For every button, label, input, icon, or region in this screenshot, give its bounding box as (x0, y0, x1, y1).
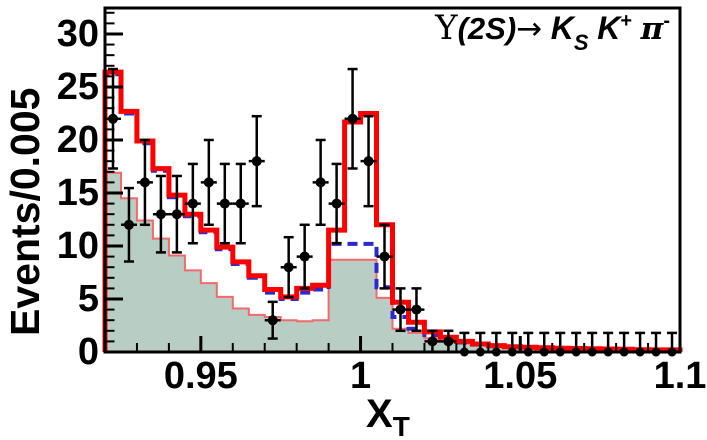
data-point (232, 162, 249, 245)
data-marker (139, 177, 150, 188)
data-marker (555, 347, 565, 357)
data-marker (219, 198, 230, 209)
decay-arrow: → (516, 11, 543, 47)
data-marker (507, 347, 517, 357)
data-marker (155, 209, 166, 220)
data-marker (347, 113, 358, 124)
data-marker (203, 177, 214, 188)
data-point (440, 329, 457, 352)
y-tick-label: 25 (56, 65, 99, 108)
data-point (539, 331, 550, 357)
data-marker (379, 251, 390, 262)
resonance-label: (2S) (457, 11, 517, 46)
data-marker (635, 347, 645, 357)
data-marker (171, 209, 182, 220)
data-marker (235, 198, 246, 209)
y-tick-label: 30 (56, 12, 99, 55)
data-point (408, 287, 425, 333)
data-marker (283, 262, 294, 273)
data-marker (411, 304, 422, 315)
data-point (555, 331, 566, 357)
data-point (344, 67, 361, 170)
x-tick-label: 1 (349, 355, 372, 397)
data-marker (299, 251, 310, 262)
data-marker (539, 347, 549, 357)
data-point (328, 162, 345, 245)
kshort-subscript: S (573, 30, 589, 55)
data-point (507, 331, 518, 357)
data-point (475, 331, 486, 357)
data-point (184, 162, 201, 245)
data-point (459, 331, 470, 357)
data-marker (571, 347, 581, 357)
x-tick-label: 1.1 (653, 355, 707, 397)
y-tick-label: 10 (56, 224, 99, 267)
data-marker (523, 347, 533, 357)
data-point (603, 331, 614, 357)
pion-superscript: - (663, 10, 670, 32)
data-point (264, 300, 281, 340)
data-point (105, 67, 121, 170)
data-point (168, 174, 185, 254)
data-marker (395, 304, 406, 315)
data-marker (251, 156, 262, 167)
data-marker (315, 177, 326, 188)
data-point (152, 174, 169, 254)
data-marker (123, 219, 134, 230)
data-marker (667, 347, 677, 357)
data-point (120, 186, 137, 263)
data-marker (459, 347, 469, 357)
data-point (571, 331, 582, 357)
y-tick-label: 5 (77, 277, 99, 320)
x-axis-title-subscript: T (392, 411, 410, 440)
data-marker (651, 347, 661, 357)
data-point (491, 331, 502, 357)
data-marker (267, 315, 278, 326)
data-point (523, 331, 534, 357)
kplus-superscript: + (620, 10, 632, 32)
data-point (280, 235, 297, 299)
data-marker (427, 336, 438, 347)
data-point (667, 331, 678, 357)
plot-title: Υ(2S)→ KS K+ π- (340, 8, 670, 55)
x-tick-label: 1.05 (483, 355, 558, 397)
data-marker (603, 347, 613, 357)
data-point (424, 329, 441, 352)
y-tick-label: 0 (77, 331, 99, 373)
y-tick-label: 15 (56, 171, 99, 214)
data-point (136, 138, 153, 227)
data-point (200, 138, 217, 227)
data-marker (443, 336, 454, 347)
data-point (296, 223, 313, 290)
data-marker (619, 347, 629, 357)
data-marker (491, 347, 501, 357)
x-axis-title-main: X (366, 392, 393, 436)
y-tick-label: 20 (56, 118, 99, 161)
data-marker (475, 347, 485, 357)
data-marker (363, 156, 374, 167)
data-marker (187, 198, 198, 209)
data-point (216, 162, 233, 245)
data-point (635, 331, 646, 357)
data-point (312, 138, 329, 227)
data-marker (331, 198, 342, 209)
data-point (651, 331, 662, 357)
data-point (248, 114, 265, 208)
plot-frame (103, 6, 682, 354)
upsilon-symbol: Υ (435, 8, 458, 48)
data-point (376, 223, 393, 290)
data-marker (587, 347, 597, 357)
data-point (619, 331, 630, 357)
data-marker (107, 113, 118, 124)
data-point (587, 331, 598, 357)
pion-symbol: π (640, 11, 664, 47)
data-point (392, 287, 409, 333)
x-axis-title: XT (366, 392, 410, 440)
kshort-symbol: K (550, 10, 574, 46)
data-point (360, 114, 377, 208)
x-tick-label: 0.95 (163, 355, 238, 397)
kplus-symbol: K (597, 10, 621, 46)
